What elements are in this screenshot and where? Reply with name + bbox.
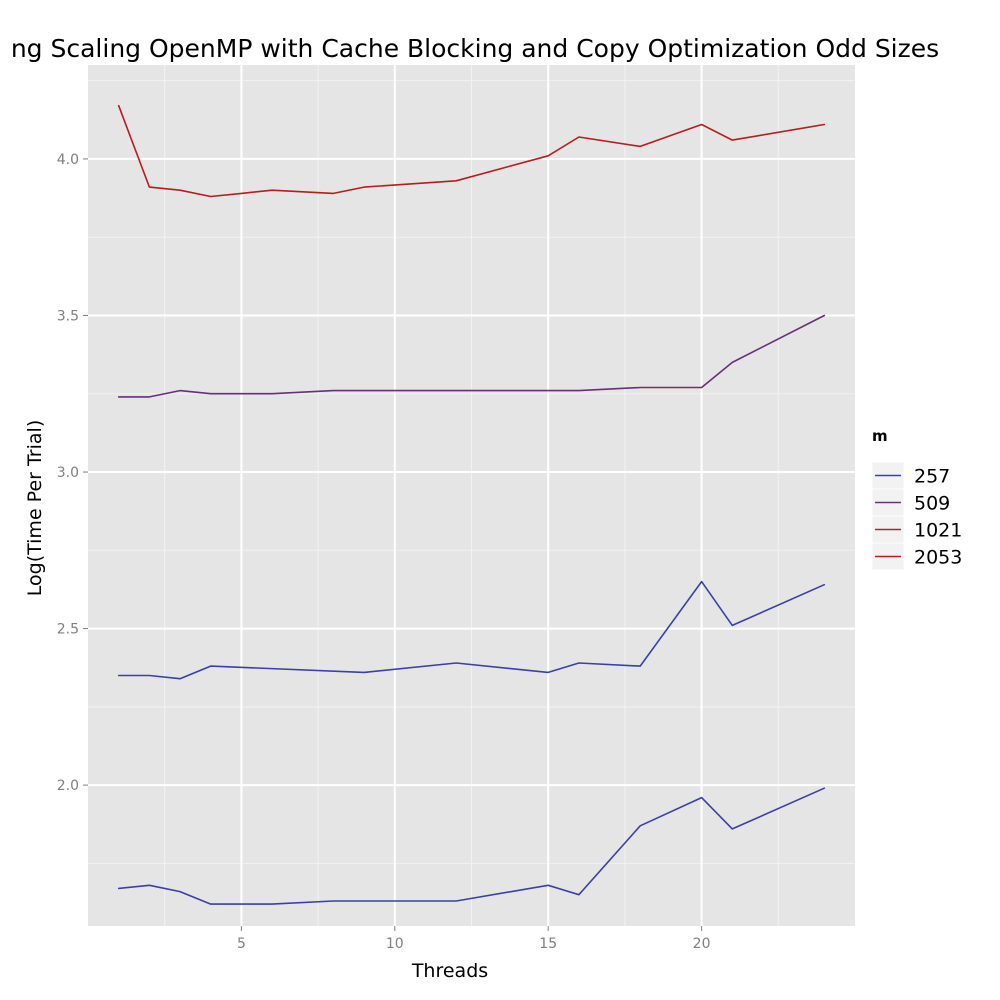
y-tick-label: 3.0: [57, 465, 79, 481]
legend-label-1021: 1021: [914, 520, 962, 542]
legend: m 257 509 1021 2053: [871, 427, 962, 571]
y-tick-label: 2.0: [57, 778, 79, 794]
chart-title: ng Scaling OpenMP with Cache Blocking an…: [11, 34, 939, 63]
x-tick-label: 20: [693, 936, 711, 952]
x-tick-label: 5: [237, 936, 246, 952]
plot-area: 5 10 15 20 2.0 2.5 3.0 3.5 4.0: [57, 65, 855, 952]
legend-label-509: 509: [914, 493, 950, 515]
legend-label-2053: 2053: [914, 547, 962, 569]
y-tick-label: 3.5: [57, 308, 79, 324]
y-tick-label: 2.5: [57, 622, 79, 638]
series-line-2053: [117, 104, 826, 198]
series-line-509: [117, 580, 826, 680]
series-line-1021: [117, 314, 826, 398]
x-tick-label: 15: [539, 936, 557, 952]
series-line-257: [117, 787, 826, 905]
x-tick-label: 10: [386, 936, 404, 952]
y-tick-label: 4.0: [57, 152, 79, 168]
x-axis-title: Threads: [411, 960, 488, 982]
y-axis-title: Log(Time Per Trial): [24, 420, 46, 596]
legend-title: m: [872, 427, 888, 445]
legend-label-257: 257: [914, 466, 950, 488]
